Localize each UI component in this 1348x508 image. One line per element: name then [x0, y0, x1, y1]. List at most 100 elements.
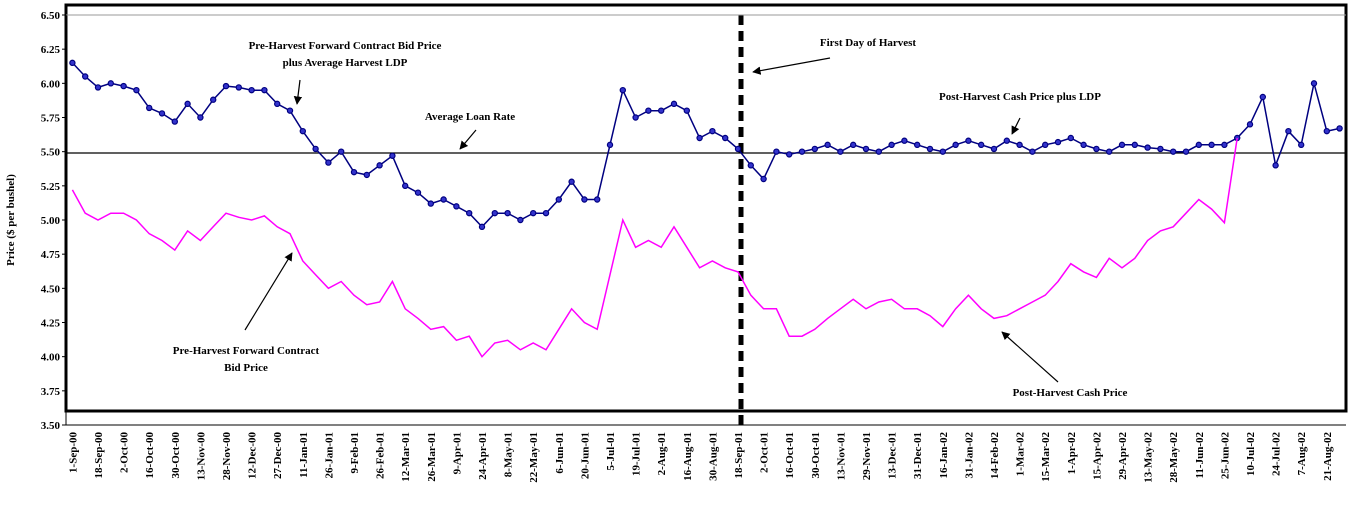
- point: [1182, 148, 1190, 155]
- x-tick-label: 26-Mar-01: [426, 432, 438, 482]
- point: [286, 107, 294, 114]
- point: [69, 59, 76, 67]
- x-tick-label: 8-May-01: [503, 432, 515, 477]
- point: [107, 80, 115, 87]
- annotation-arrow: [459, 129, 477, 150]
- point: [1208, 141, 1215, 149]
- x-tick-label: 13-May-02: [1143, 432, 1155, 483]
- point: [325, 159, 332, 166]
- x-tick-label: 1-Mar-02: [1015, 432, 1027, 477]
- point: [1310, 80, 1318, 87]
- point: [414, 189, 422, 196]
- annotation-arrow: [1001, 331, 1059, 383]
- point: [120, 82, 127, 90]
- y-tick-label: 4.50: [41, 283, 61, 295]
- point: [235, 84, 242, 91]
- point: [466, 209, 473, 217]
- x-tick-label: 13-Dec-01: [887, 432, 899, 479]
- point: [312, 145, 319, 153]
- point: [1067, 134, 1075, 142]
- point: [581, 196, 588, 203]
- y-tick-label: 5.25: [41, 181, 61, 193]
- point: [632, 114, 639, 121]
- y-axis-label: Price ($ per bushel): [5, 174, 17, 266]
- point: [261, 86, 268, 94]
- x-tick-label: 13-Nov-01: [835, 432, 847, 480]
- point: [606, 141, 614, 149]
- x-tick-label: 25-Jun-02: [1219, 432, 1231, 480]
- point: [773, 148, 780, 155]
- x-tick-label: 18-Sep-01: [733, 432, 745, 478]
- point: [440, 196, 447, 203]
- x-tick-label: 11-Jan-01: [298, 432, 310, 478]
- point: [747, 162, 755, 169]
- point: [1131, 141, 1139, 149]
- point: [197, 114, 204, 121]
- point: [299, 127, 306, 135]
- point: [145, 104, 153, 112]
- point: [402, 182, 409, 190]
- point: [517, 216, 524, 224]
- annotation-arrow: [752, 57, 831, 75]
- point: [1221, 141, 1228, 149]
- x-tick-label: 26-Jan-01: [323, 432, 335, 478]
- point: [542, 209, 550, 217]
- x-tick-label: 11-Jun-02: [1194, 432, 1206, 479]
- point: [1093, 145, 1100, 153]
- point: [1272, 162, 1279, 169]
- point: [696, 134, 703, 142]
- point: [491, 209, 498, 217]
- x-tick-label: 2-Oct-00: [119, 432, 131, 473]
- point: [1169, 148, 1177, 155]
- point: [133, 86, 140, 94]
- x-tick-label: 18-Sep-00: [93, 432, 105, 479]
- point: [926, 145, 934, 153]
- point: [619, 86, 627, 94]
- point: [722, 134, 729, 142]
- x-tick-label: 12-Mar-01: [400, 432, 412, 482]
- x-tick-label: 2-Oct-01: [759, 432, 771, 473]
- x-tick-label: 28-Nov-00: [221, 432, 233, 481]
- x-tick-label: 22-May-01: [528, 432, 540, 483]
- annotation: Bid Price: [224, 362, 268, 374]
- point: [990, 145, 998, 153]
- point: [645, 107, 652, 114]
- point: [274, 100, 281, 108]
- annotation-arrow: [244, 252, 293, 331]
- y-tick-label: 6.50: [41, 10, 61, 22]
- point: [453, 203, 460, 210]
- x-tick-label: 2-Aug-01: [656, 432, 668, 475]
- point: [1195, 141, 1203, 149]
- point: [875, 148, 883, 155]
- point: [1118, 141, 1126, 149]
- x-tick-label: 30-Oct-01: [810, 432, 822, 478]
- point: [1054, 138, 1062, 146]
- annotation: Post-Harvest Cash Price: [1013, 387, 1128, 399]
- point: [734, 145, 742, 153]
- point: [363, 171, 370, 179]
- point: [209, 96, 217, 103]
- x-tick-label: 31-Dec-01: [912, 432, 924, 479]
- x-tick-label: 10-Jul-02: [1245, 432, 1257, 477]
- point: [1259, 93, 1267, 101]
- point: [81, 73, 89, 80]
- x-tick-label: 21-Aug-02: [1322, 432, 1334, 481]
- point: [1297, 141, 1305, 149]
- x-tick-label: 27-Dec-00: [272, 432, 284, 480]
- x-tick-label: 6-Jun-01: [554, 432, 566, 474]
- point: [389, 152, 396, 159]
- point: [376, 162, 383, 169]
- point: [914, 141, 921, 149]
- point: [568, 178, 575, 185]
- y-tick-label: 6.00: [41, 78, 61, 90]
- point: [798, 148, 806, 155]
- x-tick-label: 29-Nov-01: [861, 432, 873, 480]
- point: [1144, 144, 1151, 151]
- x-tick-label: 14-Feb-02: [989, 432, 1001, 480]
- point: [1336, 125, 1343, 132]
- y-tick-label: 5.75: [41, 113, 61, 125]
- point: [901, 137, 908, 144]
- point: [811, 145, 819, 153]
- annotation: Pre-Harvest Forward Contract Bid Price: [249, 40, 442, 52]
